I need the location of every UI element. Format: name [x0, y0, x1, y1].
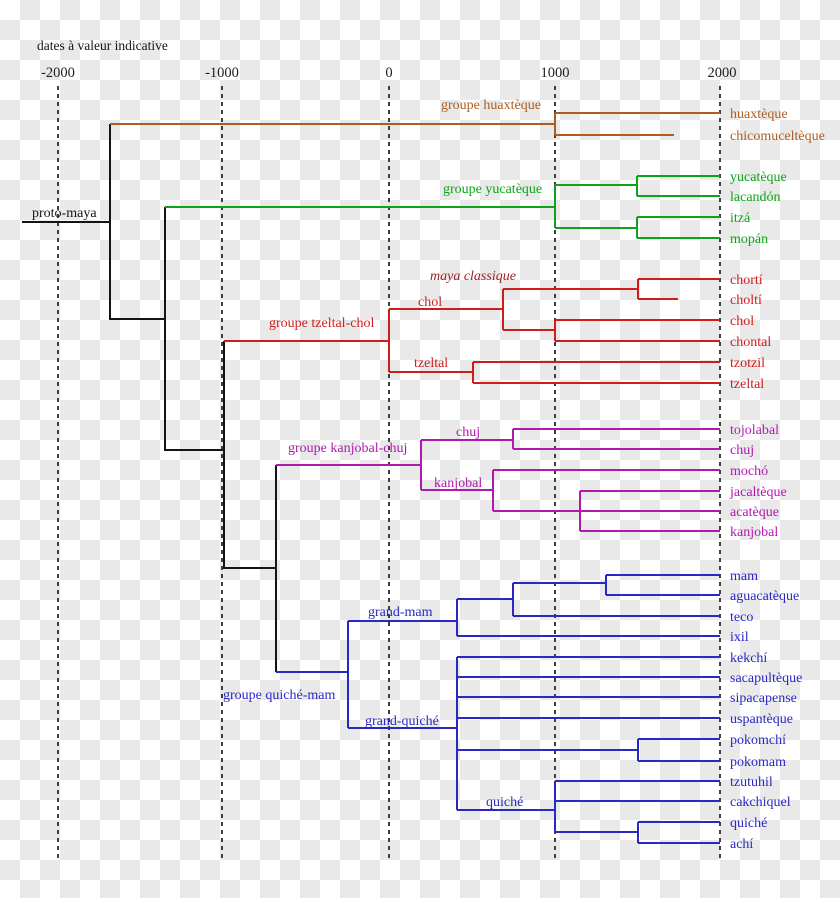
leaf-label-itza: itzá [730, 211, 751, 226]
trunk-edges [22, 124, 278, 672]
leaf-label-cholti: choltí [730, 293, 762, 308]
tick-2000: 2000 [708, 65, 737, 81]
timeline-gridlines [57, 86, 721, 858]
leaf-label-achi: achí [730, 837, 753, 852]
leaf-label-chontal: chontal [730, 335, 771, 350]
group-label-tzeltal-chol: groupe tzeltal-chol [269, 316, 374, 331]
root-label: proto-maya [32, 206, 97, 221]
clade-label-tzeltal: tzeltal [414, 356, 448, 371]
leaf-label-chuj: chuj [730, 443, 754, 458]
leaf-labels: huaxtèque chicomuceltèque yucatèque laca… [729, 107, 825, 852]
leaf-label-sacapulteque: sacapultèque [730, 671, 802, 686]
group-label-huaxteque: groupe huaxtèque [441, 98, 541, 113]
leaf-label-aguacateque: aguacatèque [730, 589, 799, 604]
leaf-label-tzutuhil: tzutuhil [730, 775, 773, 790]
leaf-label-chorti: chortí [730, 273, 763, 288]
leaf-label-pokomchi: pokomchí [730, 733, 786, 748]
leaf-label-tzotzil: tzotzil [730, 356, 765, 371]
leaf-label-tzeltal: tzeltal [730, 377, 764, 392]
leaf-label-quiche: quiché [730, 816, 767, 831]
leaf-label-kanjobal: kanjobal [730, 525, 778, 540]
kanjobal-chuj-group-edges [276, 427, 720, 533]
tick-minus-1000: -1000 [205, 65, 239, 81]
tick-zero: 0 [385, 65, 392, 81]
clade-label-grand-quiche: grand-quiché [365, 714, 439, 729]
leaf-label-tojolabal: tojolabal [730, 423, 779, 438]
leaf-label-yucateque: yucatèque [730, 170, 787, 185]
axis-tick-labels: -2000 -1000 0 1000 2000 [41, 65, 736, 81]
clade-label-quiche: quiché [486, 795, 523, 810]
leaf-label-uspanteque: uspantèque [730, 712, 793, 727]
huaxteque-group-edges [110, 111, 720, 137]
tzeltal-chol-group-edges [224, 277, 720, 385]
leaf-label-teco: teco [730, 610, 753, 625]
group-labels: groupe huaxtèque groupe yucatèque groupe… [223, 98, 542, 703]
leaf-label-chicomucelteque: chicomuceltèque [730, 129, 825, 144]
leaf-label-cakchiquel: cakchiquel [730, 795, 791, 810]
leaf-label-pokomam: pokomam [730, 755, 786, 770]
tick-1000: 1000 [541, 65, 570, 81]
group-label-quiche-mam: groupe quiché-mam [223, 688, 335, 703]
clade-label-kanjobal: kanjobal [434, 476, 482, 491]
leaf-label-chol: chol [730, 314, 754, 329]
leaf-label-mocho: mochó [730, 464, 768, 479]
leaf-label-lacandon: lacandón [730, 190, 781, 205]
leaf-label-jacalteque: jacaltèque [729, 485, 787, 500]
quiche-mam-group-edges [276, 573, 720, 845]
axis-title: dates à valeur indicative [37, 38, 168, 53]
leaf-label-acateque: acatèque [730, 505, 779, 520]
clade-labels: maya classique chol tzeltal chuj kanjoba… [365, 269, 523, 810]
clade-label-chuj: chuj [456, 425, 480, 440]
group-label-yucateque: groupe yucatèque [443, 182, 542, 197]
clade-label-chol: chol [418, 295, 442, 310]
leaf-label-sipacapense: sipacapense [730, 691, 797, 706]
yucateque-group-edges [165, 174, 720, 240]
leaf-label-huaxteque: huaxtèque [730, 107, 788, 122]
leaf-label-kekchi: kekchí [730, 651, 767, 666]
clade-label-grand-mam: grand-mam [368, 605, 433, 620]
group-label-kanjobal-chuj: groupe kanjobal-chuj [288, 441, 407, 456]
tick-minus-2000: -2000 [41, 65, 75, 81]
clade-label-maya-classique: maya classique [430, 269, 516, 284]
leaf-label-mopan: mopán [730, 232, 768, 247]
leaf-label-mam: mam [730, 569, 758, 584]
leaf-label-ixil: ixil [730, 630, 749, 645]
